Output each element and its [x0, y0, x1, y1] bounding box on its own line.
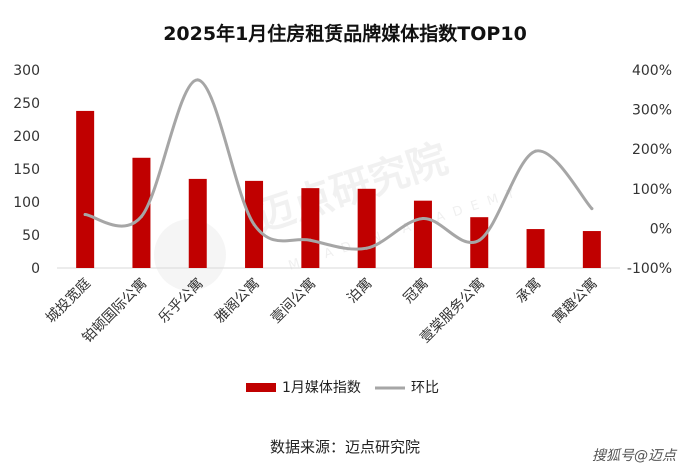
- right-tick-label: 400%: [632, 63, 672, 79]
- legend-bar-label: 1月媒体指数: [282, 380, 361, 396]
- right-tick-label: -100%: [627, 261, 672, 277]
- line-path: [83, 78, 594, 251]
- left-tick-label: 300: [13, 63, 40, 79]
- line-point: [365, 246, 369, 250]
- category-label: 冠寓: [400, 275, 432, 307]
- line-point: [83, 213, 87, 217]
- line-point: [534, 149, 538, 153]
- legend-line-label: 环比: [411, 380, 439, 396]
- right-tick-label: 300%: [632, 103, 672, 119]
- line-point: [252, 222, 256, 226]
- left-axis: 0 50 100 150 200 250 300: [13, 63, 40, 277]
- right-tick-label: 200%: [632, 142, 672, 158]
- line-point: [477, 238, 481, 242]
- bar: [357, 188, 376, 268]
- category-label: 壹间公寓: [268, 275, 320, 327]
- left-tick-label: 0: [31, 261, 40, 277]
- category-label: 承寓: [513, 275, 545, 307]
- right-tick-label: 0%: [650, 221, 672, 237]
- left-tick-label: 50: [22, 228, 40, 244]
- line-point: [196, 78, 200, 82]
- category-label: 泊寓: [344, 275, 376, 307]
- left-tick-label: 200: [13, 129, 40, 145]
- right-axis: -100% 0% 100% 200% 300% 400%: [627, 63, 672, 277]
- left-tick-label: 150: [13, 162, 40, 178]
- bar: [413, 200, 432, 268]
- bar: [188, 178, 207, 268]
- source-note: 数据来源：迈点研究院: [270, 438, 420, 456]
- category-label: 寓趣公寓: [549, 275, 601, 327]
- left-tick-label: 250: [13, 96, 40, 112]
- bar: [132, 157, 151, 268]
- bar: [470, 217, 489, 268]
- line-point: [139, 215, 143, 219]
- legend-bar-swatch: [246, 383, 276, 392]
- bar: [582, 231, 601, 268]
- right-tick-label: 100%: [632, 182, 672, 198]
- line-point: [421, 217, 425, 220]
- category-label: 雅阁公寓: [211, 275, 263, 327]
- line-point: [308, 238, 312, 242]
- bar: [76, 110, 95, 268]
- left-tick-label: 100: [13, 195, 40, 211]
- bar: [301, 188, 320, 268]
- corner-credit: 搜狐号@迈点: [592, 448, 678, 464]
- line-point: [590, 207, 594, 211]
- chart-title: 2025年1月住房租赁品牌媒体指数TOP10: [163, 22, 527, 45]
- line-series: [83, 78, 594, 251]
- legend: 1月媒体指数 环比: [246, 380, 439, 396]
- category-label: 城投宽庭: [42, 275, 94, 327]
- bar: [526, 229, 545, 268]
